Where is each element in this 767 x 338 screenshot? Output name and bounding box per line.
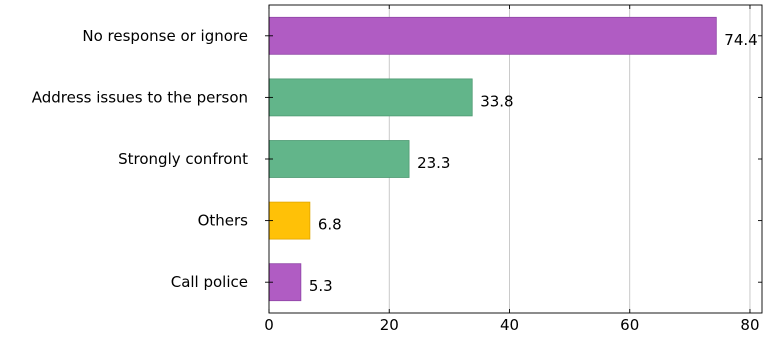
data-label: 6.8 [318,216,342,234]
x-tick-label: 20 [380,316,399,333]
category-label: Call police [171,273,248,291]
ticks [265,5,762,313]
x-tick-label: 0 [264,316,274,333]
bar-2 [268,140,410,178]
x-tick-labels: 0 20 40 60 80 [264,316,759,334]
data-label: 5.3 [309,277,333,295]
bar-1 [268,78,473,117]
x-tick-label: 40 [500,316,519,333]
category-label: Strongly confront [118,150,248,168]
category-label: Address issues to the person [32,88,248,106]
category-labels: No response or ignore Address issues to t… [32,27,248,291]
category-label: No response or ignore [82,27,248,45]
x-tick-label: 80 [740,316,759,333]
data-labels: 74.4 33.8 23.3 6.8 5.3 [309,31,758,295]
x-tick-label: 60 [620,316,639,333]
data-label: 23.3 [417,154,450,172]
data-label: 74.4 [724,31,757,49]
bar-0 [268,16,717,55]
bar-4 [268,263,302,302]
category-label: Others [198,212,249,230]
bar-3 [268,201,311,240]
bars [268,16,717,302]
data-label: 33.8 [480,92,513,110]
